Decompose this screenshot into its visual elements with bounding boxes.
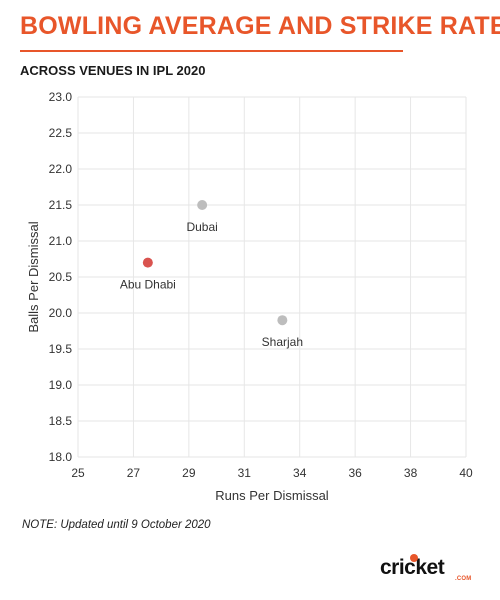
title-underline (20, 50, 403, 52)
y-tick-label: 19.0 (49, 378, 73, 392)
chart-subtitle: ACROSS VENUES IN IPL 2020 (20, 63, 206, 78)
y-tick-label: 23.0 (49, 90, 73, 104)
y-tick-label: 20.0 (49, 306, 73, 320)
y-tick-label: 22.5 (49, 126, 73, 140)
x-tick-label: 40 (459, 466, 473, 480)
data-point (142, 257, 153, 268)
logo-ball-dot (410, 554, 418, 562)
point-label: Dubai (186, 220, 217, 234)
x-tick-label: 38 (404, 466, 418, 480)
cricket-com-logo: cricket .COM (380, 554, 472, 584)
data-point (197, 200, 208, 210)
y-tick-label: 22.0 (49, 162, 73, 176)
chart-title: BOWLING AVERAGE AND STRIKE RATE (20, 12, 500, 40)
y-tick-label: 21.0 (49, 234, 73, 248)
x-tick-label: 29 (182, 466, 196, 480)
y-tick-label: 18.0 (49, 450, 73, 464)
y-tick-label: 20.5 (49, 270, 73, 284)
y-tick-label: 19.5 (49, 342, 73, 356)
point-label: Abu Dhabi (120, 278, 176, 292)
y-tick-label: 21.5 (49, 198, 73, 212)
footnote: NOTE: Updated until 9 October 2020 (22, 519, 211, 531)
x-axis-title: Runs Per Dismissal (215, 488, 329, 503)
logo-wordmark: cricket (380, 556, 445, 579)
x-tick-label: 34 (293, 466, 307, 480)
y-axis-title: Balls Per Dismissal (26, 221, 41, 332)
point-label: Sharjah (262, 335, 303, 349)
y-tick-label: 18.5 (49, 414, 73, 428)
data-point (277, 315, 288, 326)
x-tick-label: 36 (348, 466, 362, 480)
x-tick-label: 27 (127, 466, 141, 480)
x-tick-label: 31 (238, 466, 252, 480)
logo-domain: .COM (455, 576, 472, 582)
x-tick-label: 25 (71, 466, 85, 480)
